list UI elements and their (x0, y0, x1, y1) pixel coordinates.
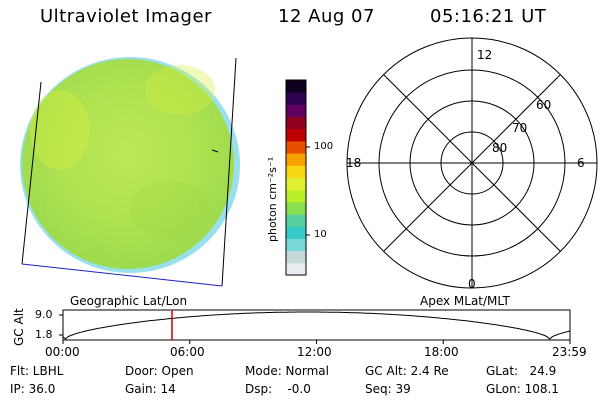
polar-grid (346, 37, 598, 289)
altitude-xtick-2: 12:00 (297, 345, 332, 359)
altitude-xtick-0: 00:00 (45, 345, 80, 359)
colorbar-swatch (286, 262, 306, 276)
filter-info: Flt: LBHL (10, 364, 64, 378)
colorbar-swatch (286, 177, 306, 191)
gain-info: Gain: 14 (125, 382, 176, 396)
dsp-info: Dsp: -0.0 (245, 382, 311, 396)
mlt-label-18: 18 (346, 156, 362, 170)
colorbar-swatch (286, 201, 306, 215)
colorbar-tick-100: 100 (314, 141, 334, 152)
mlt-label-12: 12 (477, 48, 493, 62)
colorbar-swatch (286, 104, 306, 118)
seq-info: Seq: 39 (365, 382, 411, 396)
colorbar-swatch (286, 80, 306, 93)
colorbar-swatch (286, 116, 306, 130)
date-label: 12 Aug 07 (278, 6, 375, 27)
ip-info: IP: 36.0 (10, 382, 56, 396)
colorbar-swatch (286, 238, 306, 252)
colorbar-swatch (286, 92, 306, 105)
glat-info: GLat: 24.9 (486, 364, 557, 378)
colorbar-swatch (286, 165, 306, 178)
lat-label-80: 80 (492, 141, 508, 155)
altitude-ytick-bottom: 1.8 (35, 328, 53, 341)
colorbar-swatch (286, 128, 306, 142)
colorbar-swatch (286, 250, 306, 264)
colorbar-swatch (286, 189, 306, 203)
colorbar-frame (285, 79, 307, 276)
mode-info: Mode: Normal (245, 364, 329, 378)
colorbar-swatch (286, 153, 306, 166)
time-label: 05:16:21 UT (430, 6, 547, 27)
altitude-ylabel: GC Alt (12, 308, 26, 346)
auroral-image (20, 57, 240, 287)
colorbar-unit-label: photon cm⁻²s⁻¹ (266, 156, 279, 242)
colorbar-swatch (286, 214, 306, 227)
apex-grid-label: Apex MLat/MLT (420, 294, 510, 308)
colorbar-swatch (286, 226, 306, 239)
mlt-label-6: 6 (577, 156, 585, 170)
lat-label-60: 60 (536, 98, 552, 112)
glon-info: GLon: 108.1 (486, 382, 559, 396)
colorbar-swatch (286, 140, 306, 154)
mlt-label-0: 0 (468, 277, 476, 291)
altitude-xtick-1: 06:00 (170, 345, 205, 359)
lat-label-70: 70 (512, 121, 528, 135)
altitude-ytick-top: 9.0 (35, 308, 53, 321)
gc-alt-info: GC Alt: 2.4 Re (365, 364, 449, 378)
colorbar (285, 79, 310, 276)
altitude-xtick-4: 23:59 (552, 345, 587, 359)
altitude-xtick-3: 18:00 (424, 345, 459, 359)
door-info: Door: Open (125, 364, 194, 378)
colorbar-tick-10: 10 (314, 229, 327, 240)
geographic-grid-label: Geographic Lat/Lon (70, 294, 188, 308)
altitude-plot (59, 309, 571, 344)
instrument-title: Ultraviolet Imager (40, 6, 212, 27)
